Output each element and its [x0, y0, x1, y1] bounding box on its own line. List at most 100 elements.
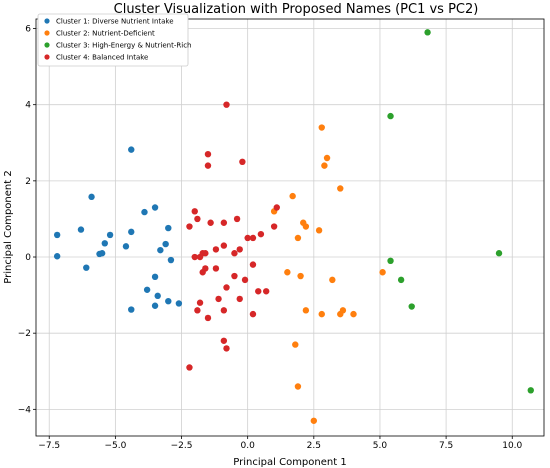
cluster-2-point	[329, 276, 336, 284]
grid	[36, 19, 544, 436]
plot-frame	[35, 18, 545, 437]
cluster-1-point	[165, 224, 172, 232]
cluster-4-point	[196, 299, 204, 306]
legend-marker-2	[44, 30, 50, 36]
cluster-4-point	[244, 234, 251, 242]
cluster-4-point	[239, 158, 246, 166]
cluster-1-point	[143, 286, 151, 293]
y-tick-label: −4	[18, 405, 32, 415]
cluster-1-point	[141, 208, 148, 216]
cluster-4-point	[231, 272, 238, 280]
cluster-1-point	[151, 273, 159, 281]
cluster-1-point	[157, 246, 164, 254]
cluster-2-point	[284, 269, 291, 276]
cluster-4-point	[241, 276, 249, 284]
y-tick-label: 4	[25, 101, 31, 111]
cluster-4-point	[220, 307, 228, 314]
cluster-1-point	[151, 302, 159, 309]
cluster-2-point	[350, 310, 357, 318]
legend-entry-2: Cluster 2: Nutrient-Deficient	[56, 30, 155, 38]
x-tick-label: 7.5	[439, 441, 453, 451]
legend-marker-1	[44, 18, 50, 24]
cluster-4-point	[207, 219, 214, 226]
cluster-4-point	[212, 265, 220, 272]
y-tick-label: 0	[25, 253, 31, 263]
x-tick-label: 10.0	[502, 441, 522, 451]
cluster-1-point	[162, 240, 169, 248]
legend-marker-4	[44, 54, 50, 60]
cluster-4-point	[249, 261, 257, 268]
cluster-2-point	[323, 154, 331, 162]
cluster-4-point	[194, 215, 201, 223]
cluster-1-point	[77, 226, 85, 233]
data-points	[53, 29, 534, 424]
x-tick-label: −7.5	[38, 441, 60, 451]
cluster-4-point	[233, 215, 241, 223]
cluster-1-point	[128, 306, 135, 313]
legend-entry-4: Cluster 4: Balanced Intake	[56, 54, 148, 62]
cluster-2-point	[321, 162, 328, 169]
y-tick-label: 2	[25, 177, 31, 187]
cluster-2-point	[318, 124, 325, 131]
legend: Cluster 1: Diverse Nutrient Intake Cluste…	[37, 13, 192, 67]
cluster-2-point	[302, 307, 310, 314]
cluster-4-point	[204, 162, 212, 169]
cluster-4-point	[220, 242, 228, 249]
cluster-4-point	[236, 295, 243, 303]
cluster-1-point	[165, 297, 172, 305]
cluster-4-point	[204, 314, 212, 322]
x-tick-label: 0.0	[241, 441, 256, 451]
cluster-4-point	[223, 101, 230, 108]
cluster-4-point	[191, 208, 198, 215]
cluster-4-point	[191, 253, 198, 261]
cluster-4-point	[199, 269, 206, 276]
legend-entry-1: Cluster 1: Diverse Nutrient Intake	[56, 18, 174, 26]
cluster-3-point	[387, 257, 394, 265]
cluster-3-point	[424, 29, 431, 36]
legend-marker-3	[44, 42, 50, 48]
cluster-4-point	[262, 288, 270, 295]
cluster-1-point	[101, 240, 108, 247]
cluster-2-point	[379, 269, 386, 276]
legend-box	[37, 13, 189, 67]
x-tick-label: −2.5	[171, 441, 193, 451]
cluster-4-point	[223, 345, 230, 352]
cluster-2-point	[297, 272, 304, 280]
legend-entry-3: Cluster 3: High-Energy & Nutrient-Rich	[56, 42, 192, 50]
cluster-4-point	[186, 223, 193, 230]
axis-ticks: −7.5 −5.0 −2.5 0.0 2.5 5.0 7.5 10.0 −4 −2 0 2 4 6	[18, 25, 523, 451]
cluster-4-point	[273, 204, 280, 211]
x-tick-label: 2.5	[307, 441, 321, 451]
cluster-2-point	[302, 223, 310, 230]
cluster-4-point	[186, 364, 193, 371]
cluster-2-point	[337, 185, 344, 192]
cluster-4-point	[204, 150, 212, 158]
x-tick-label: −5.0	[104, 441, 126, 451]
cluster-4-point	[249, 310, 257, 318]
cluster-1-point	[122, 243, 130, 250]
x-axis-label: Principal Component 1	[233, 457, 346, 468]
cluster-3-point	[397, 276, 405, 284]
cluster-4-point	[223, 284, 230, 291]
cluster-4-point	[236, 246, 243, 253]
cluster-1-point	[128, 228, 135, 236]
cluster-2-point	[318, 310, 325, 318]
cluster-4-point	[212, 246, 220, 253]
cluster-4-point	[202, 250, 209, 257]
cluster-1-point	[106, 231, 114, 239]
cluster-2-point	[294, 383, 302, 390]
cluster-1-point	[154, 292, 161, 300]
cluster-4-point	[270, 223, 278, 230]
cluster-1-point	[88, 193, 95, 201]
cluster-1-point	[83, 264, 90, 271]
cluster-3-point	[387, 112, 394, 120]
cluster-4-point	[231, 250, 238, 257]
cluster-1-point	[128, 146, 135, 153]
cluster-4-point	[215, 295, 222, 303]
cluster-1-point	[151, 204, 159, 211]
cluster-4-point	[257, 230, 265, 238]
y-axis-label: Principal Component 2	[3, 170, 14, 283]
cluster-2-point	[339, 307, 347, 314]
cluster-4-point	[194, 307, 201, 314]
